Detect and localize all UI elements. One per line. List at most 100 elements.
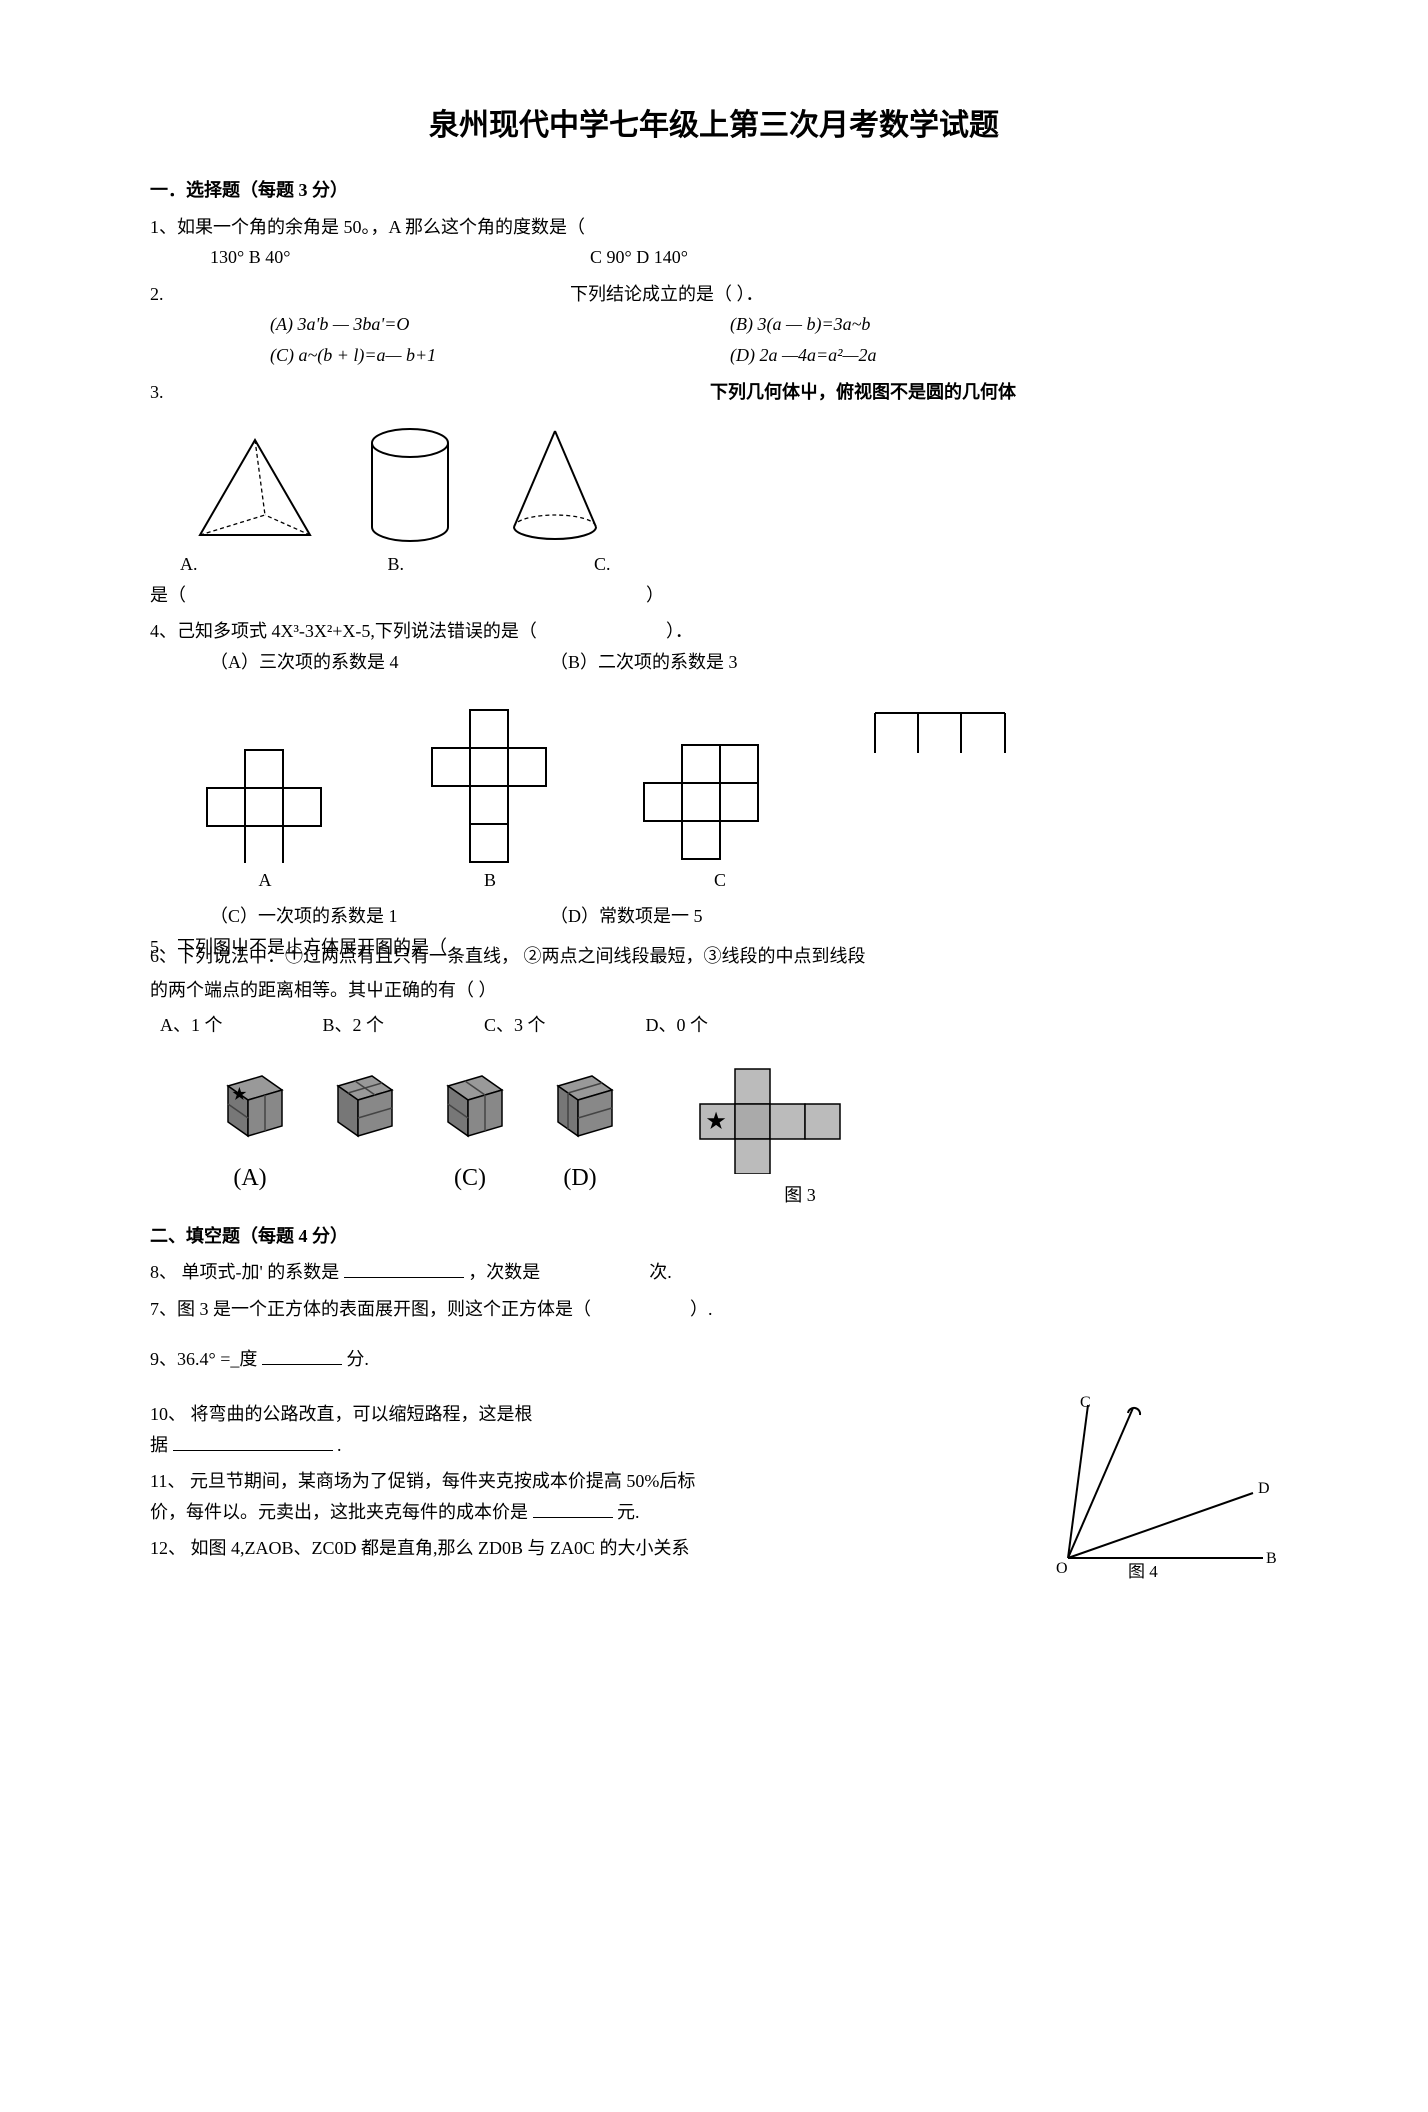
cube-c-label: (C) — [430, 1158, 510, 1199]
cone-icon — [500, 425, 610, 545]
q3-label-b: B. — [388, 549, 405, 580]
q4: 4、己知多项式 4X³-3X²+X-5,下列说法错误的是（ ）． — [150, 616, 1278, 647]
q2-opt-b: (B) 3(a — b)=3a~b — [730, 309, 870, 340]
q2: 2. 下列结论成立的是（ ）． — [150, 279, 1278, 310]
q10-blank — [173, 1431, 333, 1451]
q3: 3. 下列几何体屮，俯视图不是圆的几何体 — [150, 377, 1278, 408]
svg-text:★: ★ — [234, 1087, 245, 1101]
q2-opt-c: (C) a~(b + l)=a— b+1 — [270, 340, 670, 371]
q6-opt-c: C、3 个 — [484, 1010, 546, 1041]
q4-opts-row2: （C）一次项的系数是 1 （D）常数项是一 5 — [150, 901, 1278, 932]
q4-opt-b: （B）二次项的系数是 3 — [550, 647, 738, 678]
q1-opt-cd: C 90° D 140° — [590, 242, 688, 273]
q6-line: 6、下列说法中：①过两点有且只有一条直线， ②两点之间线段最短，③线段的中点到线… — [150, 941, 1278, 972]
q4-tail: ）． — [666, 621, 693, 641]
fig4-O: O — [1056, 1560, 1068, 1577]
q3-tail-close: ） — [646, 580, 664, 611]
q10-l1: 10、 将弯曲的公路改直，可以缩短路程，这是根 — [150, 1399, 998, 1430]
pyramid-icon — [190, 435, 320, 545]
section-1-head: 一．选择题（每题 3 分） — [150, 175, 1278, 206]
q3-tail: 是（ ） — [150, 580, 1278, 611]
q7-text: 7、图 3 是一个正方体的表面展开图，则这个正方体是（ — [150, 1299, 591, 1319]
q2-opts-row2: (C) a~(b + l)=a— b+1 (D) 2a —4a=a²—2a — [150, 340, 1278, 371]
q6-opts: A、1 个 B、2 个 C、3 个 D、0 个 — [160, 1010, 1278, 1041]
cubes-row: ★ (A) (C) — [210, 1064, 1278, 1211]
q9-blank — [262, 1346, 342, 1366]
shape-cylinder — [360, 425, 460, 545]
q11-l2: 价，每件以。元卖出，这批夹克每件的成本价是 — [150, 1502, 533, 1522]
q9-post: 分. — [346, 1349, 369, 1369]
q6-opt-a: A、1 个 — [160, 1010, 223, 1041]
q2-stem: 下列结论成立的是（ ）． — [570, 279, 764, 310]
q2-opts-row1: (A) 3a'b — 3ba'=O (B) 3(a — b)=3a~b — [150, 309, 1278, 340]
cube-c-icon — [430, 1064, 510, 1144]
cube-d-icon — [540, 1064, 620, 1144]
q3-labels: A. B. C. — [180, 549, 1278, 580]
q3-num: 3. — [150, 377, 710, 408]
q10-tail: . — [337, 1435, 342, 1455]
shape-cone — [500, 425, 610, 545]
q11-tail: 元. — [617, 1502, 640, 1522]
q8-post: 次. — [649, 1262, 672, 1282]
fig4-icon: C D O B 图 4 — [1028, 1393, 1278, 1583]
net-c-icon — [640, 743, 800, 863]
q9: 9、36.4° =_度 分. — [150, 1344, 1278, 1375]
q7-tail: ）. — [690, 1299, 713, 1319]
q2-num: 2. — [150, 279, 570, 310]
q1-opt-ab: 130° B 40° — [210, 242, 530, 273]
net-a-label: A — [259, 865, 272, 896]
q3-label-c: C. — [594, 549, 611, 580]
q12-text: 12、 如图 4,ZAOB、ZC0D 都是直角,那么 ZD0B 与 ZA0C 的… — [150, 1538, 690, 1558]
fig4-D: D — [1258, 1480, 1270, 1497]
q4-opt-a: （A）三次项的系数是 4 — [210, 647, 490, 678]
cube-d: (D) — [540, 1064, 620, 1198]
q8-blank1 — [344, 1258, 464, 1278]
q12: 12、 如图 4,ZAOB、ZC0D 都是直角,那么 ZD0B 与 ZA0C 的… — [150, 1533, 998, 1564]
svg-text:★: ★ — [708, 1111, 724, 1131]
nets-row: A B C — [190, 708, 1278, 896]
q7: 7、图 3 是一个正方体的表面展开图，则这个正方体是（ ）. — [150, 1294, 1278, 1325]
shape-pyramid — [190, 435, 320, 545]
q8: 8、 单项式-加' 的系数是 ，次数是 次. — [150, 1257, 1278, 1288]
q1: 1、如果一个角的余角是 50。，A 那么这个角的度数是（ — [150, 212, 1278, 243]
q8-pre: 8、 单项式-加' 的系数是 — [150, 1262, 339, 1282]
cube-d-label: (D) — [540, 1158, 620, 1199]
q1-text: 1、如果一个角的余角是 50。，A 那么这个角的度数是（ — [150, 217, 585, 237]
cube-c: (C) — [430, 1064, 510, 1198]
fig4-caption: 图 4 — [1128, 1562, 1158, 1581]
q4-opt-c: （C）一次项的系数是 1 — [210, 901, 490, 932]
q2-opt-a: (A) 3a'b — 3ba'=O — [270, 309, 670, 340]
q11-l1: 11、 元旦节期间，某商场为了促销，每件夹克按成本价提高 50%后标 — [150, 1466, 998, 1497]
cube-a-label: (A) — [210, 1158, 290, 1199]
q9-pre: 9、36.4° =_度 — [150, 1349, 262, 1369]
q6-opt-d: D、0 个 — [646, 1010, 709, 1041]
net-extra — [870, 708, 1010, 758]
cube-a-icon: ★ — [210, 1064, 290, 1144]
cube-b-icon — [320, 1064, 400, 1144]
q11: 11、 元旦节期间，某商场为了促销，每件夹克按成本价提高 50%后标 价，每件以… — [150, 1466, 998, 1527]
net-a: A — [190, 748, 340, 896]
section-2-head: 二、填空题（每题 4 分） — [150, 1221, 1278, 1252]
q2-opt-d: (D) 2a —4a=a²—2a — [730, 340, 877, 371]
q11-blank — [533, 1498, 613, 1518]
q3-tail-open: 是（ — [150, 580, 186, 611]
cylinder-icon — [360, 425, 460, 545]
net-b: B — [410, 708, 570, 896]
q10-12-left: 10、 将弯曲的公路改直，可以缩短路程，这是根 据 . 11、 元旦节期间，某商… — [150, 1393, 998, 1564]
q8-mid: ，次数是 — [468, 1262, 540, 1282]
q4-opts-row1: （A）三次项的系数是 4 （B）二次项的系数是 3 — [150, 647, 1278, 678]
q3-shapes — [190, 425, 1278, 545]
q10: 10、 将弯曲的公路改直，可以缩短路程，这是根 据 . — [150, 1399, 998, 1460]
exam-title: 泉州现代中学七年级上第三次月考数学试题 — [150, 100, 1278, 151]
q3-stem: 下列几何体屮，俯视图不是圆的几何体 — [710, 377, 1016, 408]
q4-text: 4、己知多项式 4X³-3X²+X-5,下列说法错误的是（ — [150, 621, 537, 641]
fig4: C D O B 图 4 — [1028, 1393, 1278, 1593]
net-a-icon — [190, 748, 340, 863]
fig3: ★ 图 3 — [690, 1064, 910, 1211]
cube-b — [320, 1064, 400, 1154]
fig3-icon: ★ — [690, 1064, 910, 1174]
net-b-label: B — [484, 865, 496, 896]
fig4-C: C — [1080, 1394, 1091, 1411]
net-c: C — [640, 743, 800, 896]
q5q6: 5、下列图屮不是止方体展开图的是（ 6、下列说法中：①过两点有且只有一条直线， … — [150, 932, 1278, 993]
